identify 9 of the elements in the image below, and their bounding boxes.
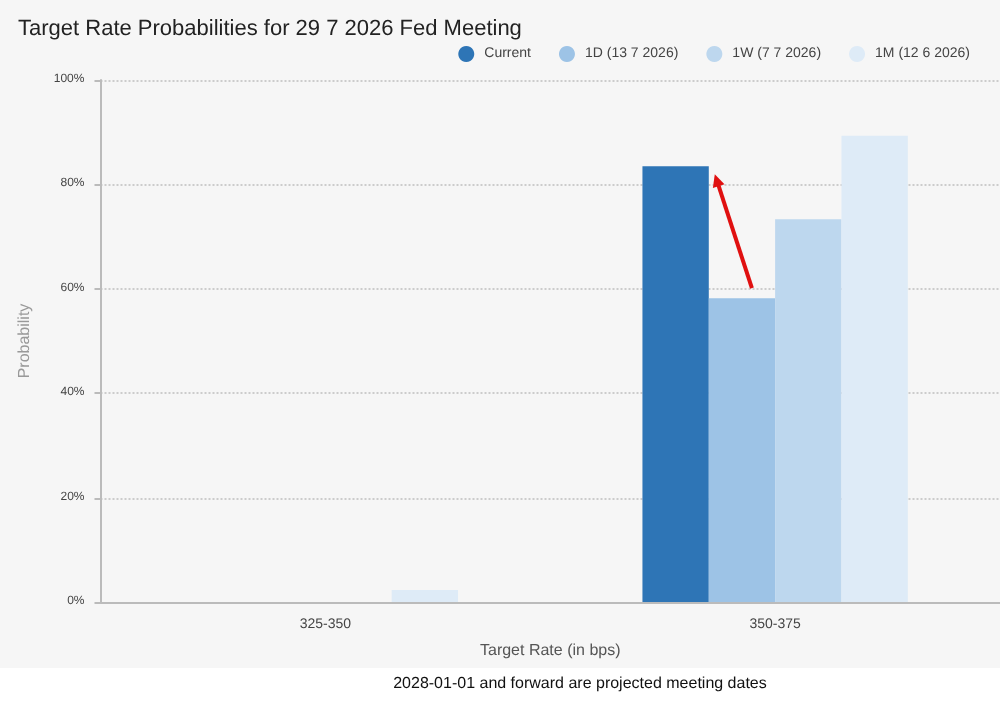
chart-title: Target Rate Probabilities for 29 7 2026 Fed Meeting [18,17,522,41]
text: 2028-01-01 and forward are projected meeting dates [391,674,769,692]
bar [642,166,709,602]
bar [708,298,776,602]
x-axis-title: Target Rate (in bps) [479,640,622,659]
bar [775,219,842,602]
y-axis-title: Probability [15,303,33,379]
bar [391,589,459,602]
bar [841,135,908,602]
